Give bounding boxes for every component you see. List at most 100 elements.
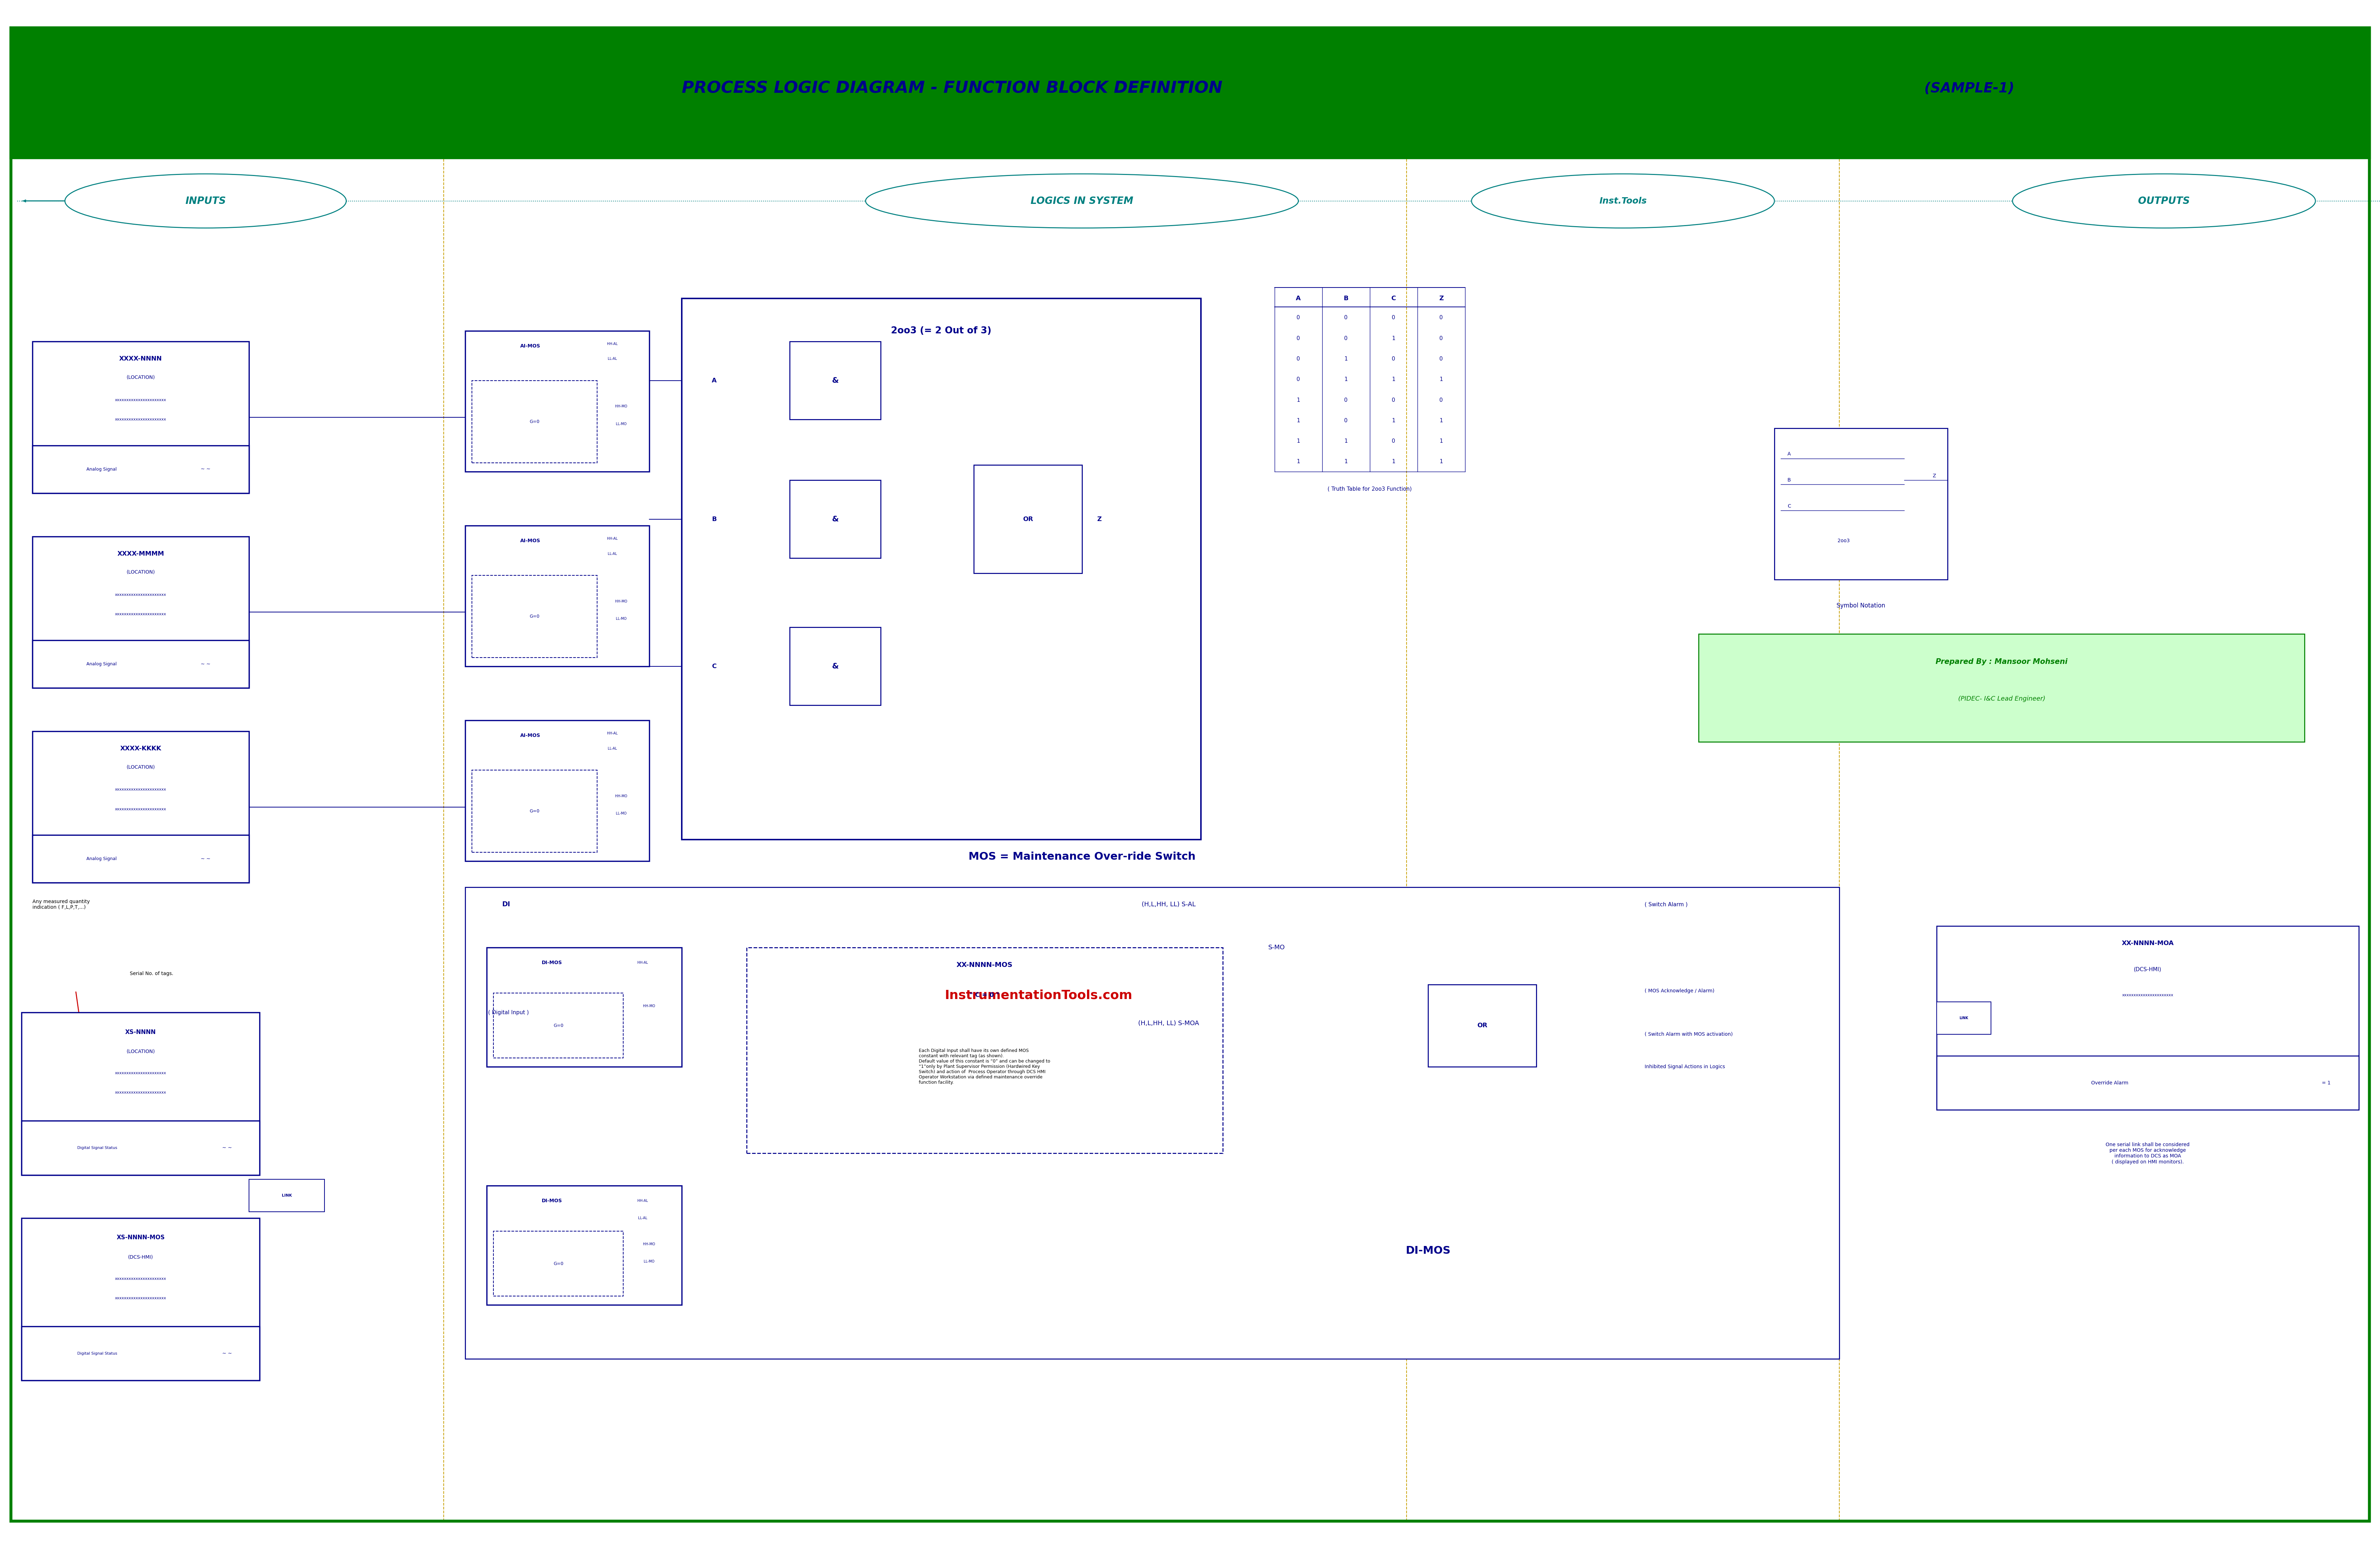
Text: (PIDEC- I&C Lead Engineer): (PIDEC- I&C Lead Engineer)	[1959, 696, 2044, 702]
Bar	[1937, 1056, 2359, 1111]
Text: B: B	[1787, 477, 1790, 483]
Text: Z: Z	[1097, 516, 1102, 522]
Text: Serial No. of tags.: Serial No. of tags.	[131, 971, 174, 976]
Text: 0: 0	[1297, 314, 1299, 321]
Text: 1: 1	[1297, 438, 1299, 445]
Text: 0: 0	[1297, 356, 1299, 361]
Text: DI-MOS: DI-MOS	[543, 960, 562, 965]
Bar	[790, 342, 881, 420]
Bar	[488, 1185, 681, 1304]
Text: HH-AL: HH-AL	[607, 342, 619, 345]
Text: Analog Signal: Analog Signal	[86, 468, 117, 471]
Text: (DCS-HMI): (DCS-HMI)	[129, 1255, 152, 1259]
Text: C: C	[1390, 296, 1395, 302]
Text: Any measured quantity
indication ( F,L,P,T,...): Any measured quantity indication ( F,L,P…	[33, 898, 90, 909]
Text: 1: 1	[1392, 336, 1395, 341]
Text: LOGICS IN SYSTEM: LOGICS IN SYSTEM	[1031, 197, 1133, 206]
Text: C: C	[712, 663, 716, 669]
Text: xxxxxxxxxxxxxxxxxxxxxx: xxxxxxxxxxxxxxxxxxxxxx	[114, 418, 167, 421]
Bar	[1699, 634, 2304, 742]
Text: XXXX-MMMM: XXXX-MMMM	[117, 550, 164, 558]
Text: 1: 1	[1392, 459, 1395, 465]
Text: xxxxxxxxxxxxxxxxxxxxxx: xxxxxxxxxxxxxxxxxxxxxx	[114, 1090, 167, 1095]
Bar	[464, 888, 1840, 1358]
Bar	[33, 731, 250, 883]
Text: " C = 0 ": " C = 0 "	[969, 991, 1000, 999]
Ellipse shape	[1471, 173, 1773, 228]
Bar	[790, 627, 881, 705]
Ellipse shape	[866, 173, 1297, 228]
Text: ( Digital Input ): ( Digital Input )	[488, 1010, 528, 1015]
Text: HH-MO: HH-MO	[614, 599, 626, 603]
Bar	[471, 770, 597, 852]
Text: XX-NNNN-MOS: XX-NNNN-MOS	[957, 962, 1012, 968]
Text: XXXX-NNNN: XXXX-NNNN	[119, 356, 162, 362]
Text: G=0: G=0	[528, 809, 540, 813]
Text: 0: 0	[1392, 356, 1395, 361]
Bar	[33, 835, 250, 883]
Bar	[1937, 1002, 1990, 1035]
Ellipse shape	[2011, 173, 2316, 228]
Text: ~ ~: ~ ~	[221, 1145, 233, 1151]
Text: Z: Z	[1933, 474, 1935, 479]
Text: Inhibited Signal Actions in Logics: Inhibited Signal Actions in Logics	[1645, 1064, 1725, 1069]
Bar	[464, 331, 650, 471]
Text: = 1: = 1	[2320, 1081, 2330, 1086]
Text: Digital Signal Status: Digital Signal Status	[79, 1146, 117, 1149]
Text: LL-MO: LL-MO	[616, 812, 626, 815]
Text: (H,L,HH, LL) S-MOA: (H,L,HH, LL) S-MOA	[1138, 1021, 1200, 1027]
Text: 0: 0	[1440, 336, 1442, 341]
Text: (LOCATION): (LOCATION)	[126, 570, 155, 575]
Bar	[1937, 926, 2359, 1111]
Text: INPUTS: INPUTS	[186, 197, 226, 206]
Text: ( Truth Table for 2oo3 Function): ( Truth Table for 2oo3 Function)	[1328, 486, 1411, 491]
Text: HH-AL: HH-AL	[607, 538, 619, 541]
Text: 1: 1	[1345, 459, 1347, 465]
Text: &: &	[831, 376, 838, 384]
Text: HH-AL: HH-AL	[638, 1199, 647, 1202]
Text: 2oo3 (= 2 Out of 3): 2oo3 (= 2 Out of 3)	[890, 327, 992, 336]
Text: xxxxxxxxxxxxxxxxxxxxxx: xxxxxxxxxxxxxxxxxxxxxx	[114, 1276, 167, 1281]
Text: DI-MOS: DI-MOS	[543, 1199, 562, 1204]
Text: 0: 0	[1297, 376, 1299, 383]
Text: Override Alarm: Override Alarm	[2092, 1081, 2128, 1086]
Text: A: A	[712, 378, 716, 384]
Bar	[21, 1121, 259, 1174]
Text: (LOCATION): (LOCATION)	[126, 375, 155, 380]
Bar	[33, 342, 250, 493]
Text: LL-AL: LL-AL	[607, 358, 616, 361]
Text: DI: DI	[502, 902, 509, 908]
Bar	[493, 1231, 624, 1297]
Text: 0: 0	[1345, 314, 1347, 321]
Text: B: B	[712, 516, 716, 522]
Text: (LOCATION): (LOCATION)	[126, 765, 155, 770]
Text: xxxxxxxxxxxxxxxxxxxxxx: xxxxxxxxxxxxxxxxxxxxxx	[114, 1072, 167, 1075]
Text: Analog Signal: Analog Signal	[86, 857, 117, 861]
Text: ~ ~: ~ ~	[200, 661, 209, 666]
Text: 0: 0	[1297, 336, 1299, 341]
Text: LL-AL: LL-AL	[607, 747, 616, 750]
Bar	[12, 28, 2368, 158]
Text: 1: 1	[1345, 438, 1347, 445]
Text: XS-NNNN: XS-NNNN	[126, 1029, 157, 1035]
Text: xxxxxxxxxxxxxxxxxxxxxx: xxxxxxxxxxxxxxxxxxxxxx	[114, 593, 167, 596]
Bar	[1773, 428, 1947, 579]
Text: One serial link shall be considered
per each MOS for acknowledge
information to : One serial link shall be considered per …	[2106, 1142, 2190, 1165]
Text: 0: 0	[1440, 356, 1442, 361]
Text: xxxxxxxxxxxxxxxxxxxxxx: xxxxxxxxxxxxxxxxxxxxxx	[114, 1297, 167, 1300]
Bar	[464, 525, 650, 666]
Text: Digital Signal Status: Digital Signal Status	[79, 1352, 117, 1355]
Text: G=0: G=0	[552, 1261, 564, 1266]
Text: &: &	[831, 516, 838, 522]
Text: (DCS-HMI): (DCS-HMI)	[2132, 967, 2161, 971]
Text: ~ ~: ~ ~	[200, 466, 209, 472]
Text: OUTPUTS: OUTPUTS	[2137, 197, 2190, 206]
Text: 1: 1	[1297, 459, 1299, 465]
Text: 1: 1	[1345, 376, 1347, 383]
Text: LINK: LINK	[1959, 1016, 1968, 1019]
Text: ~ ~: ~ ~	[200, 857, 209, 861]
Text: PROCESS LOGIC DIAGRAM - FUNCTION BLOCK DEFINITION: PROCESS LOGIC DIAGRAM - FUNCTION BLOCK D…	[681, 81, 1223, 96]
Text: 0: 0	[1440, 314, 1442, 321]
Text: S-MO: S-MO	[1269, 945, 1285, 951]
Text: OR: OR	[1478, 1022, 1488, 1029]
